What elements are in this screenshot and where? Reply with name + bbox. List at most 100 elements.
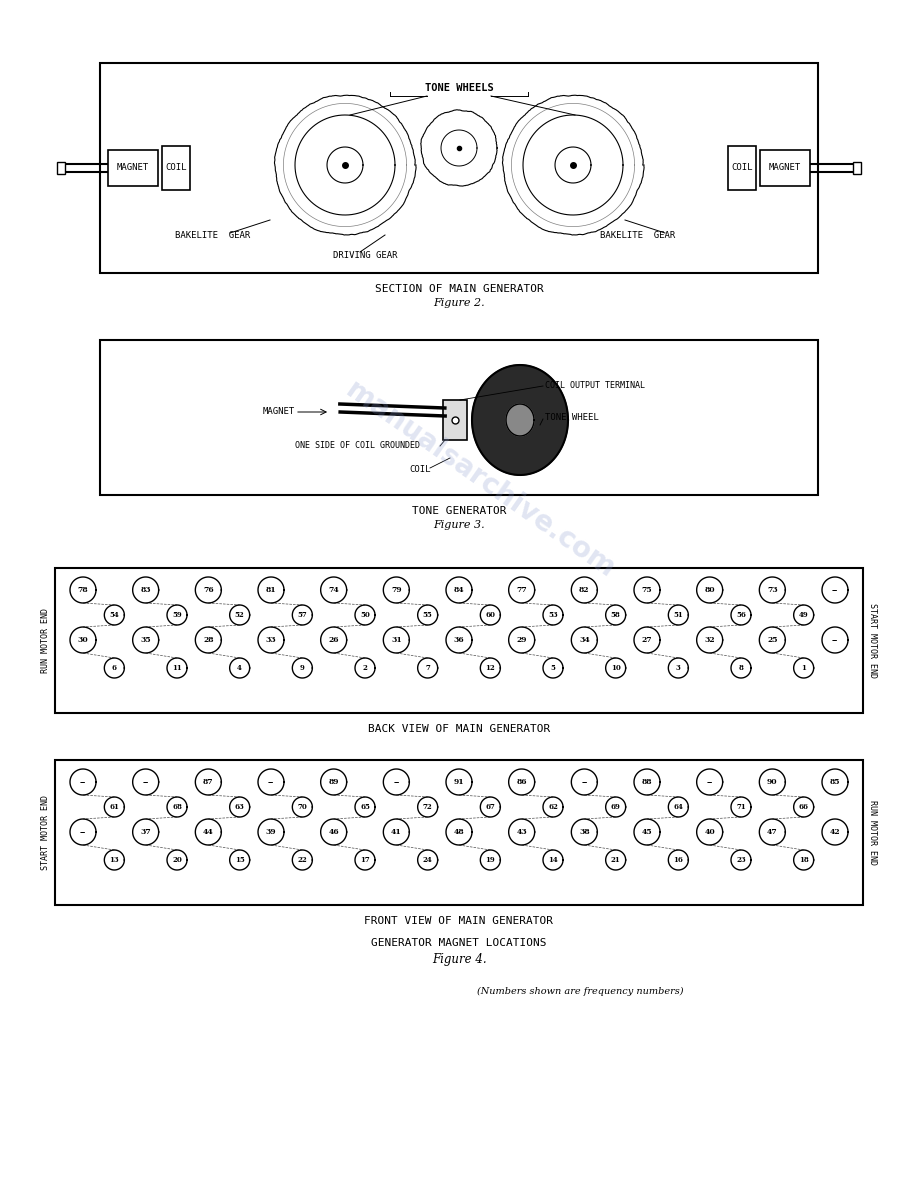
Text: MAGNET: MAGNET	[117, 164, 149, 172]
Text: BAKELITE  GEAR: BAKELITE GEAR	[600, 232, 676, 240]
Text: COIL: COIL	[165, 164, 186, 172]
Bar	[443, 400, 467, 440]
Text: 51: 51	[674, 611, 683, 619]
Text: 13: 13	[109, 857, 119, 864]
Text: 78: 78	[78, 586, 88, 594]
Text: 66: 66	[799, 803, 809, 811]
Text: --: --	[581, 778, 588, 786]
Text: 57: 57	[297, 611, 308, 619]
Text: 1: 1	[801, 664, 806, 672]
Text: Figure 2.: Figure 2.	[433, 298, 485, 308]
Text: 61: 61	[109, 803, 119, 811]
Text: 14: 14	[548, 857, 558, 864]
Text: START MOTOR END: START MOTOR END	[40, 795, 50, 870]
Text: 91: 91	[453, 778, 465, 786]
Text: 31: 31	[391, 636, 402, 644]
Text: 73: 73	[767, 586, 778, 594]
Text: 89: 89	[329, 778, 339, 786]
Text: --: --	[393, 778, 399, 786]
Text: 59: 59	[173, 611, 182, 619]
Text: 48: 48	[453, 828, 465, 836]
Text: 3: 3	[676, 664, 681, 672]
Text: 69: 69	[610, 803, 621, 811]
Text: 65: 65	[360, 803, 370, 811]
Text: --: --	[832, 586, 838, 594]
Text: 32: 32	[704, 636, 715, 644]
Text: 46: 46	[329, 828, 339, 836]
Text: 29: 29	[517, 636, 527, 644]
Text: 37: 37	[140, 828, 151, 836]
Text: SECTION OF MAIN GENERATOR: SECTION OF MAIN GENERATOR	[375, 284, 543, 293]
Text: COIL: COIL	[732, 164, 753, 172]
Text: 90: 90	[767, 778, 778, 786]
Text: 9: 9	[300, 664, 305, 672]
Text: 34: 34	[579, 636, 589, 644]
Text: 67: 67	[486, 803, 496, 811]
Text: FRONT VIEW OF MAIN GENERATOR: FRONT VIEW OF MAIN GENERATOR	[364, 916, 554, 925]
Text: 79: 79	[391, 586, 402, 594]
Text: COIL OUTPUT TERMINAL: COIL OUTPUT TERMINAL	[545, 380, 645, 390]
Text: 55: 55	[423, 611, 432, 619]
Text: 33: 33	[265, 636, 276, 644]
Polygon shape	[506, 404, 534, 436]
Text: 17: 17	[360, 857, 370, 864]
Text: 85: 85	[830, 778, 840, 786]
Text: 16: 16	[674, 857, 683, 864]
Text: 25: 25	[767, 636, 778, 644]
Text: 87: 87	[203, 778, 214, 786]
Text: TONE WHEEL: TONE WHEEL	[545, 413, 599, 423]
Text: 44: 44	[203, 828, 214, 836]
Text: 39: 39	[265, 828, 276, 836]
Text: 56: 56	[736, 611, 746, 619]
Text: 12: 12	[486, 664, 495, 672]
Bar	[728, 146, 756, 190]
Text: 54: 54	[109, 611, 119, 619]
Text: TONE WHEELS: TONE WHEELS	[425, 83, 493, 93]
Text: BAKELITE  GEAR: BAKELITE GEAR	[175, 232, 251, 240]
Text: TONE GENERATOR: TONE GENERATOR	[412, 506, 506, 516]
Text: 43: 43	[516, 828, 527, 836]
Text: 58: 58	[610, 611, 621, 619]
Text: 18: 18	[799, 857, 809, 864]
Text: --: --	[268, 778, 274, 786]
Text: 19: 19	[486, 857, 495, 864]
Bar	[55, 760, 863, 905]
Text: 70: 70	[297, 803, 308, 811]
Text: 28: 28	[203, 636, 214, 644]
Text: 64: 64	[674, 803, 683, 811]
Text: 81: 81	[265, 586, 276, 594]
Text: 11: 11	[173, 664, 182, 672]
Text: 2: 2	[363, 664, 367, 672]
Text: GENERATOR MAGNET LOCATIONS: GENERATOR MAGNET LOCATIONS	[371, 939, 547, 948]
Text: --: --	[832, 636, 838, 644]
Text: ONE SIDE OF COIL GROUNDED: ONE SIDE OF COIL GROUNDED	[295, 441, 420, 449]
Bar	[100, 340, 818, 495]
Text: 50: 50	[360, 611, 370, 619]
Text: 60: 60	[486, 611, 496, 619]
Text: 86: 86	[517, 778, 527, 786]
Text: 84: 84	[453, 586, 465, 594]
Text: 20: 20	[173, 857, 182, 864]
Text: 5: 5	[551, 664, 555, 672]
Text: 63: 63	[235, 803, 244, 811]
Text: 21: 21	[610, 857, 621, 864]
Text: 15: 15	[235, 857, 244, 864]
Text: 74: 74	[329, 586, 339, 594]
Text: manualsarchive.com: manualsarchive.com	[340, 377, 621, 584]
Text: 41: 41	[391, 828, 402, 836]
Text: 30: 30	[78, 636, 88, 644]
Text: DRIVING GEAR: DRIVING GEAR	[333, 251, 397, 259]
Text: 38: 38	[579, 828, 589, 836]
Text: START MOTOR END: START MOTOR END	[868, 604, 878, 678]
Text: Figure 3.: Figure 3.	[433, 520, 485, 530]
Text: 49: 49	[799, 611, 809, 619]
Text: BACK VIEW OF MAIN GENERATOR: BACK VIEW OF MAIN GENERATOR	[368, 723, 550, 734]
Text: MAGNET: MAGNET	[263, 407, 295, 417]
Text: 36: 36	[453, 636, 465, 644]
Text: 72: 72	[423, 803, 432, 811]
Text: 4: 4	[237, 664, 242, 672]
Text: --: --	[80, 778, 86, 786]
Text: 80: 80	[704, 586, 715, 594]
Text: 53: 53	[548, 611, 558, 619]
Text: RUN MOTOR END: RUN MOTOR END	[40, 608, 50, 672]
